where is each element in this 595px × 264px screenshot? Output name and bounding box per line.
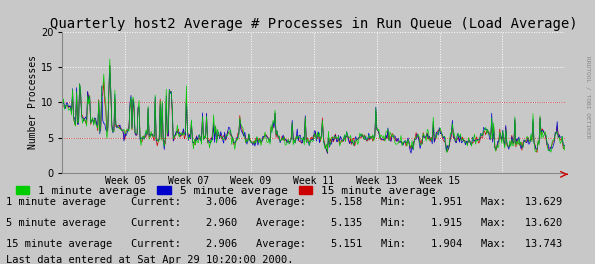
- Text: 5 minute average    Current:    2.960   Average:    5.135   Min:    1.915   Max:: 5 minute average Current: 2.960 Average:…: [6, 218, 562, 228]
- Text: Last data entered at Sat Apr 29 10:20:00 2000.: Last data entered at Sat Apr 29 10:20:00…: [6, 255, 293, 264]
- Y-axis label: Number Processes: Number Processes: [29, 55, 38, 149]
- Text: 15 minute average   Current:    2.906   Average:    5.151   Min:    1.904   Max:: 15 minute average Current: 2.906 Average…: [6, 239, 562, 249]
- Title: Quarterly host2 Average # Processes in Run Queue (Load Average): Quarterly host2 Average # Processes in R…: [50, 17, 578, 31]
- Text: 1 minute average    Current:    3.006   Average:    5.158   Min:    1.951   Max:: 1 minute average Current: 3.006 Average:…: [6, 197, 562, 207]
- Legend: 1 minute average, 5 minute average, 15 minute average: 1 minute average, 5 minute average, 15 m…: [11, 181, 440, 200]
- Text: RRDTOOL / TOBI OETIKER: RRDTOOL / TOBI OETIKER: [585, 56, 590, 139]
